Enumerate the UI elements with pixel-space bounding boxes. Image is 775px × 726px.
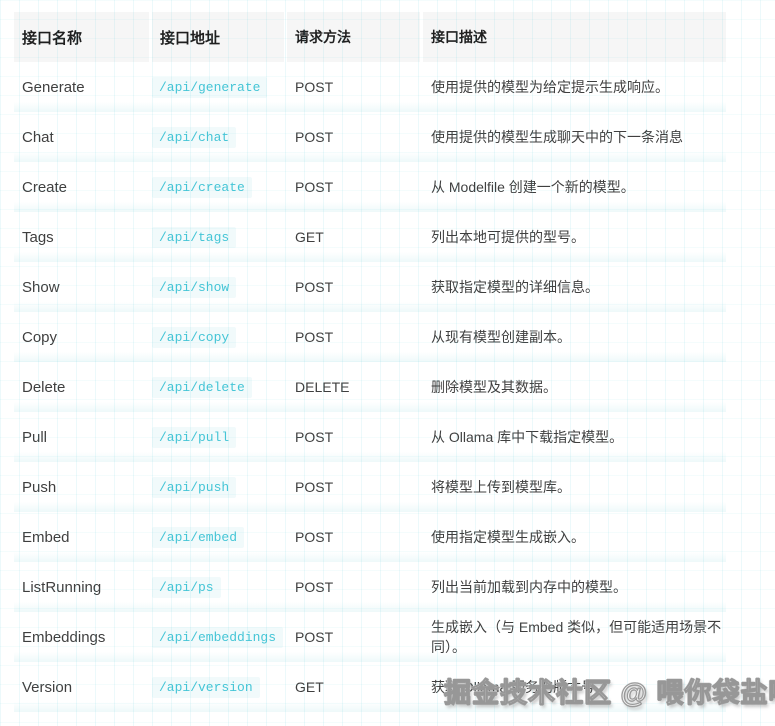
table-row: Push /api/push POST 将模型上传到模型库。 (14, 462, 726, 512)
api-method: POST (295, 429, 334, 445)
api-name: Delete (22, 378, 66, 396)
table-row: Embed /api/embed POST 使用指定模型生成嵌入。 (14, 512, 726, 562)
api-method: DELETE (295, 379, 350, 395)
table-row: Generate /api/generate POST 使用提供的模型为给定提示… (14, 62, 726, 112)
api-name: ListRunning (22, 578, 102, 596)
table-body: Generate /api/generate POST 使用提供的模型为给定提示… (14, 62, 726, 712)
api-path-cell: /api/create (152, 162, 287, 212)
api-name: Tags (22, 228, 54, 246)
column-header-description: 接口描述 (431, 29, 487, 45)
api-description: 获取 Ollama 服务的版本号。 (431, 679, 610, 695)
table-header-row: 接口名称 接口地址 请求方法 接口描述 (14, 12, 726, 62)
api-name: Generate (22, 78, 85, 96)
api-path-cell: /api/embeddings (152, 612, 287, 662)
api-method: POST (295, 79, 334, 95)
api-path-code: /api/ps (152, 576, 221, 598)
api-path-cell: /api/ps (152, 562, 287, 612)
api-table: 接口名称 接口地址 请求方法 接口描述 Generate /api/genera… (14, 12, 726, 712)
api-name: Pull (22, 428, 48, 446)
api-description: 获取指定模型的详细信息。 (431, 279, 599, 295)
api-path-code: /api/delete (152, 376, 252, 398)
api-path-cell: /api/version (152, 662, 287, 712)
api-path-cell: /api/pull (152, 412, 287, 462)
table-row: Version /api/version GET 获取 Ollama 服务的版本… (14, 662, 726, 712)
api-description: 使用提供的模型生成聊天中的下一条消息 (431, 129, 683, 145)
table-row: Copy /api/copy POST 从现有模型创建副本。 (14, 312, 726, 362)
api-method: POST (295, 579, 334, 595)
api-description: 从 Ollama 库中下载指定模型。 (431, 429, 624, 445)
api-method: POST (295, 129, 334, 145)
api-path-code: /api/version (152, 676, 260, 698)
api-method: POST (295, 329, 334, 345)
api-method: POST (295, 179, 334, 195)
column-header-path: 接口地址 (152, 12, 287, 62)
api-method: POST (295, 479, 334, 495)
api-name: Version (22, 678, 73, 696)
api-method: POST (295, 529, 334, 545)
api-path-cell: /api/tags (152, 212, 287, 262)
table-row: Chat /api/chat POST 使用提供的模型生成聊天中的下一条消息 (14, 112, 726, 162)
api-method: GET (295, 229, 324, 245)
column-header-method: 请求方法 (287, 12, 423, 62)
api-name: Create (22, 178, 68, 196)
api-path-code: /api/pull (152, 426, 237, 448)
column-header-name: 接口名称 (14, 12, 152, 62)
api-path-code: /api/create (152, 176, 252, 198)
api-description: 删除模型及其数据。 (431, 379, 557, 395)
api-path-code: /api/embeddings (152, 626, 284, 648)
api-path-code: /api/tags (152, 226, 237, 248)
table-row: Delete /api/delete DELETE 删除模型及其数据。 (14, 362, 726, 412)
api-path-cell: /api/copy (152, 312, 287, 362)
table-row: Embeddings /api/embeddings POST 生成嵌入（与 E… (14, 612, 726, 662)
table-row: Show /api/show POST 获取指定模型的详细信息。 (14, 262, 726, 312)
api-path-code: /api/copy (152, 326, 237, 348)
api-path-code: /api/embed (152, 526, 245, 548)
api-method: POST (295, 279, 334, 295)
api-description: 使用指定模型生成嵌入。 (431, 529, 585, 545)
api-path-code: /api/push (152, 476, 237, 498)
api-path-cell: /api/chat (152, 112, 287, 162)
table-row: Create /api/create POST 从 Modelfile 创建一个… (14, 162, 726, 212)
table-row: Tags /api/tags GET 列出本地可提供的型号。 (14, 212, 726, 262)
api-method: POST (295, 629, 334, 645)
api-path-code: /api/show (152, 276, 237, 298)
api-description: 列出本地可提供的型号。 (431, 229, 585, 245)
api-path-cell: /api/delete (152, 362, 287, 412)
api-name: Embed (22, 528, 70, 546)
api-description: 将模型上传到模型库。 (431, 479, 571, 495)
table-row: ListRunning /api/ps POST 列出当前加载到内存中的模型。 (14, 562, 726, 612)
api-path-cell: /api/show (152, 262, 287, 312)
api-name: Push (22, 478, 57, 496)
api-path-cell: /api/push (152, 462, 287, 512)
api-path-code: /api/chat (152, 126, 237, 148)
api-description: 列出当前加载到内存中的模型。 (431, 579, 627, 595)
api-path-cell: /api/generate (152, 62, 287, 112)
api-description: 从现有模型创建副本。 (431, 329, 571, 345)
api-method: GET (295, 679, 324, 695)
api-name: Copy (22, 328, 58, 346)
api-path-code: /api/generate (152, 76, 268, 98)
api-description: 使用提供的模型为给定提示生成响应。 (431, 79, 669, 95)
api-description: 生成嵌入（与 Embed 类似，但可能适用场景不同）。 (431, 619, 722, 655)
api-name: Chat (22, 128, 54, 146)
table-row: Pull /api/pull POST 从 Ollama 库中下载指定模型。 (14, 412, 726, 462)
api-description: 从 Modelfile 创建一个新的模型。 (431, 179, 635, 195)
api-path-cell: /api/embed (152, 512, 287, 562)
api-name: Embeddings (22, 628, 106, 646)
api-name: Show (22, 278, 60, 296)
